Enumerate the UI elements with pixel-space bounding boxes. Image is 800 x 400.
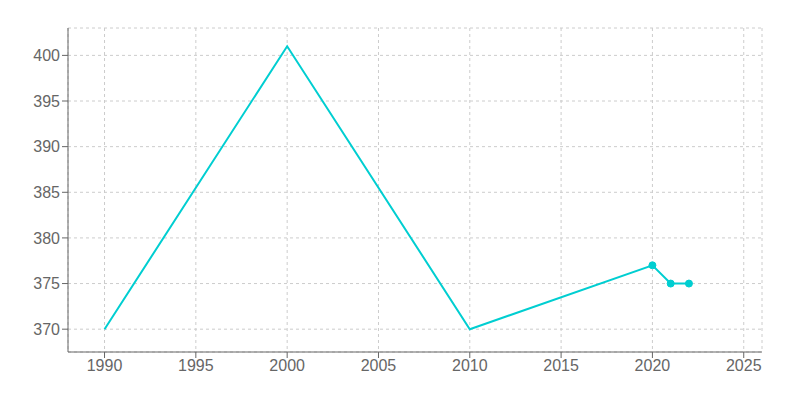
svg-text:375: 375 [33,275,60,292]
svg-text:2000: 2000 [269,357,305,374]
svg-text:1995: 1995 [178,357,214,374]
svg-text:400: 400 [33,47,60,64]
svg-text:385: 385 [33,184,60,201]
svg-text:2005: 2005 [361,357,397,374]
svg-text:370: 370 [33,321,60,338]
svg-text:2020: 2020 [635,357,671,374]
svg-text:2010: 2010 [452,357,488,374]
svg-text:1990: 1990 [87,357,123,374]
svg-text:390: 390 [33,138,60,155]
svg-text:380: 380 [33,230,60,247]
svg-text:2015: 2015 [543,357,579,374]
svg-text:2025: 2025 [726,357,762,374]
svg-text:395: 395 [33,93,60,110]
